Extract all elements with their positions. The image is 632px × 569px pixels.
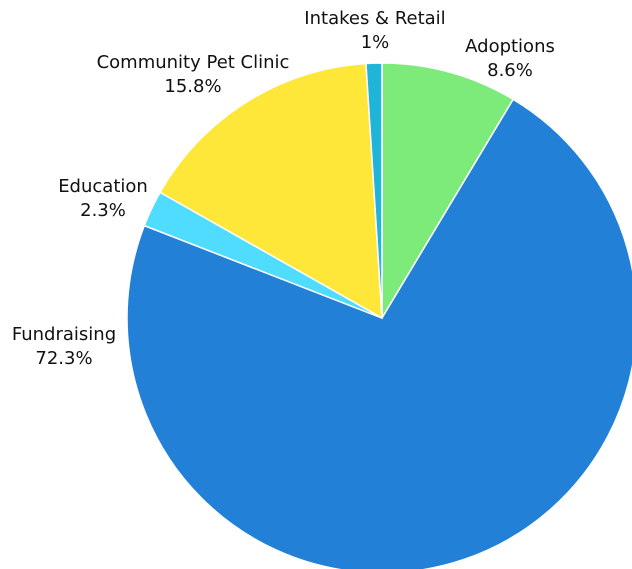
pie-slice-intakes-retail	[365, 62, 383, 319]
slice-value-fundraising: 72.3%	[35, 348, 92, 369]
slice-value-intakes-retail: 1%	[361, 32, 390, 53]
pie-slice-community-pet-clinic	[159, 62, 383, 320]
slices-layer	[126, 62, 632, 569]
slice-label-adoptions: Adoptions	[465, 36, 555, 57]
slice-label-intakes-retail: Intakes & Retail	[304, 8, 445, 29]
slice-value-community-pet-clinic: 15.8%	[164, 76, 221, 97]
pie-slice-fundraising	[126, 98, 632, 569]
slice-label-education: Education	[58, 176, 148, 197]
labels-layer: Adoptions 8.6% Fundraising 72.3% Education 2.…	[12, 8, 555, 369]
pie-slice-adoptions	[381, 62, 515, 321]
slice-value-education: 2.3%	[80, 200, 126, 221]
slice-label-community-pet-clinic: Community Pet Clinic	[97, 52, 290, 73]
slice-value-adoptions: 8.6%	[487, 60, 533, 81]
slice-label-fundraising: Fundraising	[12, 324, 116, 345]
